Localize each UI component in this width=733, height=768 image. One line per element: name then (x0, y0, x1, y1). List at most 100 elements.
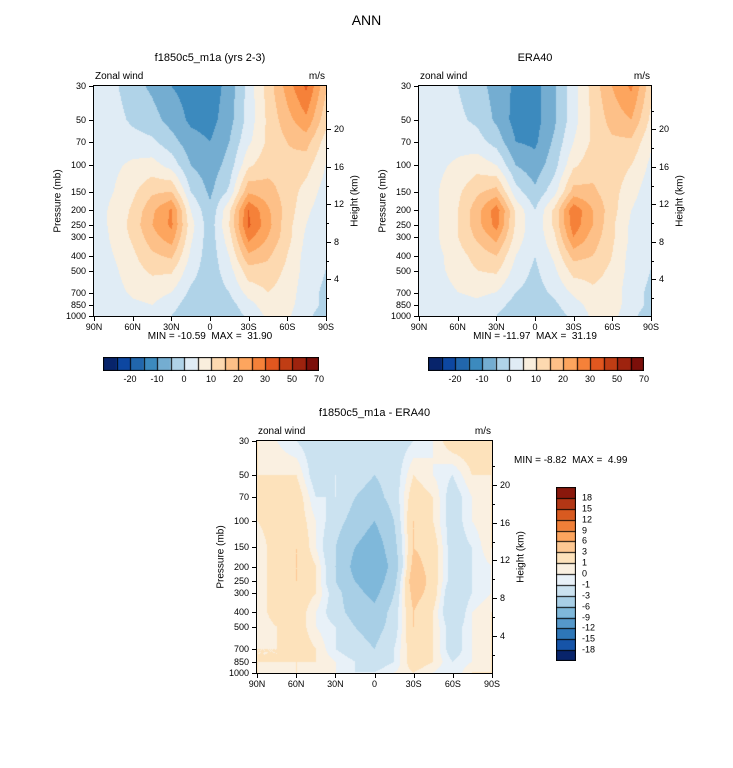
colorbar-tick-label: 0 (582, 568, 588, 579)
pressure-tick-label: 50 (75, 114, 86, 125)
axis-tick (252, 581, 256, 582)
pressure-tick-label: 100 (70, 159, 86, 170)
height-tick-label: 4 (659, 274, 665, 285)
pressure-tick-label: 70 (400, 136, 411, 147)
pressure-tick-label: 250 (70, 220, 86, 231)
axis-tick (414, 165, 418, 166)
height-tick-label: 8 (500, 593, 506, 604)
height-tick-label: 20 (334, 124, 345, 135)
axis-tick (252, 547, 256, 548)
axis-tick (296, 674, 297, 678)
axis-tick (327, 204, 331, 205)
latitude-tick-label: 30S (565, 322, 582, 332)
pressure-tick-label: 850 (70, 300, 86, 311)
latitude-tick-label: 60S (604, 322, 621, 332)
height-tick-label: 16 (334, 161, 345, 172)
axis-tick (414, 256, 418, 257)
colorbar-canvas (556, 487, 576, 661)
axis-tick (171, 317, 172, 321)
axis-tick (493, 655, 495, 656)
axis-tick (89, 225, 93, 226)
colorbar-tick-label: 6 (582, 535, 588, 546)
colorbar-tick-label: -12 (582, 622, 596, 633)
height-tick-label: 12 (334, 199, 345, 210)
colorbar-canvas (103, 357, 319, 371)
latitude-tick-label: 60N (124, 322, 141, 332)
height-tick-label: 4 (500, 631, 506, 642)
axis-tick (327, 298, 329, 299)
axis-tick (335, 674, 336, 678)
latitude-tick-label: 0 (371, 679, 378, 689)
axis-tick (89, 237, 93, 238)
colorbar-tick-label: -6 (582, 601, 591, 612)
pressure-tick-label: 500 (70, 265, 86, 276)
axis-tick (327, 279, 331, 280)
colorbar-tick-label: 0 (181, 374, 187, 384)
pressure-tick-label: 400 (233, 607, 249, 618)
contour-plot-diff (257, 441, 492, 673)
colorbar-tick-label: 10 (205, 374, 217, 384)
axis-tick (651, 317, 652, 321)
pressure-tick-label: 700 (70, 287, 86, 298)
axis-tick (133, 317, 134, 321)
axis-tick (493, 504, 495, 505)
pressure-tick-label: 30 (238, 436, 249, 446)
pressure-tick-label: 500 (395, 265, 411, 276)
pressure-tick-label: 150 (70, 186, 86, 197)
colorbar-model: -20 -10 0 10 20 30 50 70 (103, 357, 324, 384)
height-tick-label: 20 (659, 124, 670, 135)
latitude-tick-label: 30N (163, 322, 180, 332)
colorbar-tick-label: 20 (232, 374, 244, 384)
difference-panel: f1850c5_m1a - ERA40 zonal wind m/s Press… (216, 407, 628, 689)
colorbar-tick-label: 30 (584, 374, 596, 384)
height-tick-label: 8 (659, 236, 665, 247)
pressure-tick-label: 400 (70, 250, 86, 261)
colorbar-tick-label: 9 (582, 525, 588, 535)
axis-tick (210, 317, 211, 321)
pressure-tick-label: 300 (233, 588, 249, 599)
latitude-tick-label: 60N (449, 322, 466, 332)
axis-tick (652, 111, 654, 112)
colorbar-canvas (428, 357, 644, 371)
axis-tick (652, 167, 656, 168)
axis-tick (574, 317, 575, 321)
colorbar-tick-label: 15 (582, 503, 593, 514)
axis-tick (493, 560, 497, 561)
pressure-tick-label: 200 (233, 561, 249, 572)
axis-tick (89, 271, 93, 272)
pressure-tick-label: 1000 (65, 311, 86, 321)
latitude-tick-label: 30S (240, 322, 257, 332)
pressure-axis-label: Pressure (mb) (52, 169, 64, 233)
pressure-tick-label: 70 (75, 136, 86, 147)
colorbar-tick-label: -9 (582, 612, 591, 622)
colorbar-tick-label: -18 (582, 644, 596, 655)
axis-tick (458, 317, 459, 321)
field-name-label: zonal wind (420, 71, 468, 82)
axis-tick (327, 223, 329, 224)
colorbar-tick-label: -3 (582, 590, 591, 601)
pressure-tick-label: 200 (395, 205, 411, 216)
axis-tick (652, 223, 654, 224)
axis-tick (327, 111, 329, 112)
height-tick-label: 12 (659, 199, 670, 210)
units-label: m/s (308, 71, 325, 82)
units-label: m/s (474, 426, 491, 437)
pressure-tick-label: 1000 (390, 311, 411, 321)
axis-tick (252, 673, 256, 674)
season-title: ANN (351, 12, 382, 28)
height-axis-label: Height (km) (674, 175, 686, 227)
colorbar-tick-label: 18 (582, 492, 593, 503)
latitude-tick-label: 90S (317, 322, 335, 332)
colorbar-tick-label: -10 (475, 374, 489, 384)
pressure-tick-label: 1000 (228, 668, 249, 678)
axis-tick (287, 317, 288, 321)
latitude-tick-label: 60N (287, 679, 305, 689)
axis-tick (414, 316, 418, 317)
axis-tick (652, 242, 656, 243)
axis-tick (89, 120, 93, 121)
axis-tick (414, 293, 418, 294)
panel-title-model: f1850c5_m1a (yrs 2-3) (154, 52, 266, 64)
min-max-stats-model: MIN = -10.59 MAX = 31.90 (147, 331, 273, 342)
colorbar-tick-label: 50 (286, 374, 298, 384)
axis-tick (493, 617, 495, 618)
